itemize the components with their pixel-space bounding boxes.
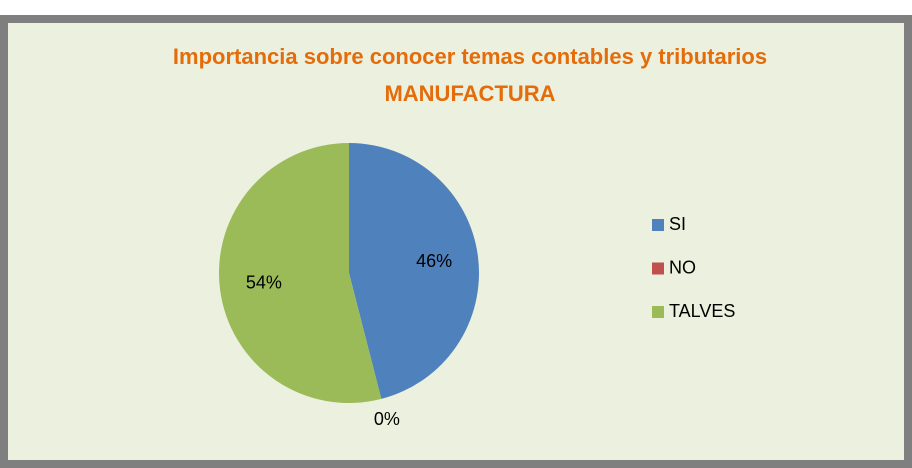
data-label: 54%: [246, 273, 282, 293]
data-label: 46%: [416, 251, 452, 271]
legend-swatch: [652, 306, 664, 318]
chart-subtitle: MANUFACTURA: [384, 81, 555, 106]
legend-swatch: [652, 262, 664, 275]
data-label: 0%: [374, 409, 400, 429]
legend-label: TALVES: [669, 301, 735, 321]
legend-label: NO: [669, 257, 696, 277]
legend-swatch: [652, 219, 664, 231]
pie-slice: [218, 143, 382, 404]
chart-title: Importancia sobre conocer temas contable…: [173, 44, 767, 69]
legend-label: SI: [669, 214, 686, 234]
pie-slice: [349, 143, 479, 399]
